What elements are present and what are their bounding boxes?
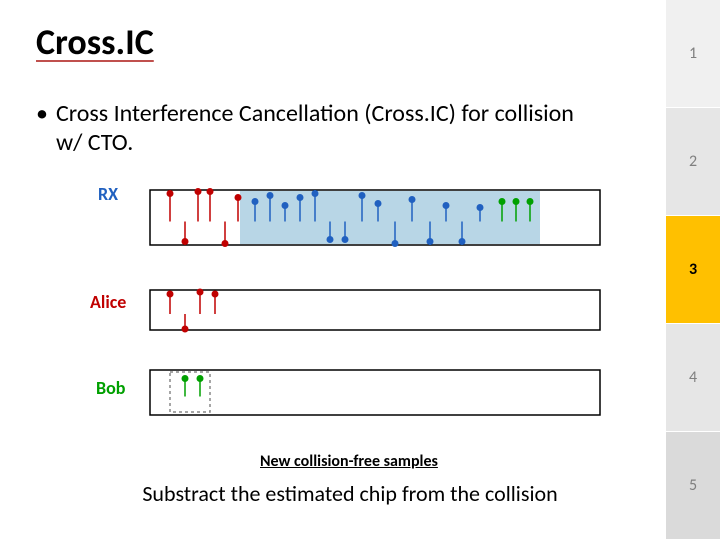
- bullet-marker: •: [36, 100, 48, 129]
- sidebar: 12345: [666, 0, 720, 540]
- caption-new-samples: New collision-free samples: [260, 452, 438, 471]
- bob-label: Bob: [96, 377, 126, 399]
- diagram-rx: RX: [90, 180, 610, 255]
- caption-main: Substract the estimated chip from the co…: [60, 480, 640, 507]
- bullet-text: Cross Interference Cancellation (Cross.I…: [56, 100, 596, 158]
- diagram-alice: Alice: [90, 280, 610, 335]
- alice-label: Alice: [90, 291, 126, 313]
- slide-title: Cross.IC: [36, 20, 154, 64]
- sidebar-item-4[interactable]: 4: [666, 324, 720, 432]
- diagram-bob: Bob: [90, 360, 610, 435]
- sidebar-item-5[interactable]: 5: [666, 432, 720, 540]
- sidebar-item-2[interactable]: 2: [666, 108, 720, 216]
- bullet-block: • Cross Interference Cancellation (Cross…: [36, 100, 596, 158]
- sidebar-item-1[interactable]: 1: [666, 0, 720, 108]
- rx-label: RX: [98, 183, 118, 205]
- sidebar-item-3[interactable]: 3: [666, 216, 720, 324]
